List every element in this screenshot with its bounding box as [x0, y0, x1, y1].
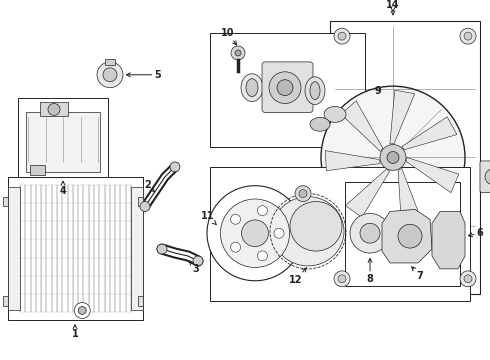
Circle shape	[231, 242, 241, 252]
Circle shape	[334, 28, 350, 44]
Circle shape	[48, 103, 60, 115]
Text: 14: 14	[386, 0, 400, 15]
Circle shape	[299, 190, 307, 198]
Bar	[131, 187, 143, 310]
Ellipse shape	[324, 107, 346, 122]
FancyBboxPatch shape	[480, 161, 490, 193]
Circle shape	[321, 86, 465, 229]
Text: 4: 4	[60, 181, 66, 195]
Ellipse shape	[305, 77, 325, 104]
Circle shape	[74, 302, 90, 318]
Ellipse shape	[272, 197, 344, 266]
Circle shape	[231, 214, 241, 224]
Circle shape	[338, 32, 346, 40]
Bar	[138, 296, 143, 306]
Text: 8: 8	[367, 258, 373, 284]
Bar	[138, 197, 143, 207]
Text: 1: 1	[72, 325, 78, 339]
Text: 11: 11	[201, 211, 216, 225]
Circle shape	[464, 32, 472, 40]
Ellipse shape	[241, 74, 263, 102]
Polygon shape	[402, 117, 457, 150]
Bar	[210, 167, 470, 301]
Circle shape	[257, 206, 268, 216]
Circle shape	[269, 72, 301, 103]
Ellipse shape	[310, 117, 330, 131]
Polygon shape	[390, 90, 415, 144]
Text: 9: 9	[375, 86, 381, 96]
Circle shape	[360, 223, 380, 243]
Circle shape	[350, 213, 390, 253]
Text: 10: 10	[221, 28, 237, 45]
Text: 2: 2	[145, 180, 154, 192]
Circle shape	[103, 68, 117, 82]
Text: 12: 12	[289, 268, 306, 285]
Text: 7: 7	[412, 267, 423, 281]
Bar	[210, 33, 365, 147]
Bar	[3, 197, 8, 207]
Circle shape	[170, 162, 180, 172]
Circle shape	[78, 306, 86, 314]
Bar	[30, 165, 45, 175]
Circle shape	[274, 228, 284, 238]
Bar	[40, 103, 68, 116]
Bar	[18, 98, 108, 177]
Circle shape	[157, 244, 167, 254]
Circle shape	[485, 169, 490, 185]
Circle shape	[460, 28, 476, 44]
Circle shape	[193, 256, 203, 266]
Circle shape	[231, 46, 245, 60]
Circle shape	[464, 275, 472, 283]
Circle shape	[242, 220, 269, 247]
Polygon shape	[406, 157, 459, 193]
Bar	[330, 21, 480, 294]
Circle shape	[207, 186, 303, 281]
Text: 5: 5	[126, 70, 161, 80]
Circle shape	[235, 50, 241, 56]
Polygon shape	[341, 101, 383, 152]
Polygon shape	[432, 211, 465, 269]
Bar	[8, 177, 143, 320]
Circle shape	[398, 224, 422, 248]
Ellipse shape	[246, 79, 258, 96]
Text: 13: 13	[0, 359, 1, 360]
FancyBboxPatch shape	[262, 62, 313, 112]
Circle shape	[460, 271, 476, 287]
Bar	[26, 112, 100, 172]
Text: 3: 3	[190, 261, 199, 274]
Polygon shape	[398, 168, 421, 224]
Circle shape	[140, 202, 150, 211]
Bar	[105, 59, 115, 65]
Ellipse shape	[290, 202, 342, 251]
Bar	[8, 187, 20, 310]
Bar	[345, 182, 460, 286]
Ellipse shape	[310, 82, 320, 99]
Circle shape	[257, 251, 268, 261]
Circle shape	[334, 271, 350, 287]
Circle shape	[387, 152, 399, 163]
Bar	[3, 296, 8, 306]
Circle shape	[277, 80, 293, 95]
Text: 6: 6	[468, 228, 483, 238]
Circle shape	[380, 145, 406, 170]
Circle shape	[97, 62, 123, 87]
Circle shape	[338, 275, 346, 283]
Polygon shape	[382, 210, 432, 263]
Polygon shape	[345, 170, 390, 217]
Circle shape	[220, 199, 290, 267]
Polygon shape	[325, 151, 380, 171]
Circle shape	[295, 186, 311, 202]
